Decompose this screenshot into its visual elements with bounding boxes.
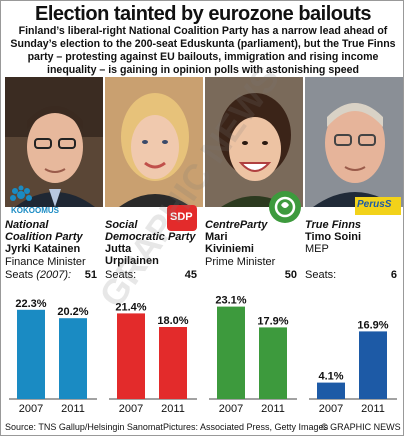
party-name-line1: Social bbox=[105, 219, 138, 231]
seats-label: Seats: bbox=[105, 269, 137, 281]
seats-value: 45 bbox=[184, 269, 197, 281]
party-name-line1: National bbox=[5, 219, 49, 231]
bar-chart: 22.3% 2007 20.2% 2011 21.4% 2007 18.0% 2011 23.1… bbox=[9, 295, 397, 415]
chart-bar bbox=[359, 331, 387, 399]
pictures-credit: Pictures: Associated Press, Getty Images bbox=[163, 422, 329, 432]
chart-bar bbox=[259, 327, 287, 399]
seats-value: 50 bbox=[284, 269, 297, 281]
role-kiviniemi: Prime Minister bbox=[205, 256, 276, 268]
chart-bar bbox=[17, 309, 45, 399]
page-title: Election tainted by eurozone bailouts bbox=[35, 3, 371, 25]
chart-bar bbox=[159, 327, 187, 399]
chart-data-label: 23.1% bbox=[215, 295, 246, 307]
chart-category-label: 2007 bbox=[319, 403, 343, 415]
kokoomus-logo: KOKOOMUS bbox=[7, 185, 77, 215]
seats-label: Seats: bbox=[305, 269, 337, 281]
role-katainen: Finance Minister bbox=[5, 256, 86, 268]
sdp-logo: SDP bbox=[167, 205, 197, 231]
party-name-line2: Democratic Party bbox=[105, 231, 196, 243]
party-name-line2: Coalition Party bbox=[5, 231, 83, 243]
party-name-sdp: Social Democratic Party bbox=[105, 219, 196, 243]
party-name-centre: CentreParty bbox=[205, 219, 268, 231]
sdp-logo-text: SDP bbox=[170, 211, 193, 223]
kokoomus-logo-text: KOKOOMUS bbox=[11, 206, 59, 215]
graphic-news-credit: © GRAPHIC NEWS bbox=[321, 422, 401, 432]
portrait-soini bbox=[305, 77, 403, 207]
seats-year: (2007): bbox=[36, 269, 72, 281]
leader-urpilainen-surname: Urpilainen bbox=[105, 255, 159, 267]
leader-kiviniemi-first: Mari bbox=[205, 231, 228, 243]
chart-category-label: 2007 bbox=[119, 403, 143, 415]
leader-urpilainen: Jutta bbox=[105, 243, 132, 255]
chart-category-label: 2007 bbox=[219, 403, 243, 415]
true-finns-logo: PerusS bbox=[355, 197, 401, 215]
leader-kiviniemi: Kiviniemi bbox=[205, 243, 254, 255]
chart-bar bbox=[117, 313, 145, 399]
chart-category-label: 2011 bbox=[361, 403, 385, 415]
centre-party-logo bbox=[269, 191, 301, 223]
chart-bar bbox=[59, 318, 87, 399]
chart-data-label: 16.9% bbox=[357, 319, 388, 331]
chart-category-label: 2011 bbox=[161, 403, 185, 415]
intro-text: Finland’s liberal-right National Coaliti… bbox=[10, 25, 396, 76]
seats-label: Seats bbox=[5, 269, 34, 281]
chart-data-label: 18.0% bbox=[157, 315, 188, 327]
chart-data-label: 4.1% bbox=[318, 371, 343, 383]
true-finns-logo-text: PerusS bbox=[357, 199, 392, 210]
source-credit: Source: TNS Gallup/Helsingin Sanomat bbox=[5, 422, 163, 432]
chart-bar bbox=[317, 382, 345, 399]
party-name-true-finns: True Finns bbox=[305, 219, 362, 231]
portrait-urpilainen bbox=[105, 77, 203, 207]
leader-soini: Timo Soini bbox=[305, 231, 362, 243]
seats-value: 51 bbox=[84, 269, 97, 281]
party-name-ncp: National Coalition Party bbox=[5, 219, 83, 243]
chart-data-label: 17.9% bbox=[257, 315, 288, 327]
seats-value: 6 bbox=[390, 269, 397, 281]
chart-category-label: 2011 bbox=[61, 403, 85, 415]
portrait-katainen bbox=[5, 77, 103, 207]
leader-katainen: Jyrki Katainen bbox=[5, 243, 81, 255]
chart-data-label: 22.3% bbox=[15, 298, 46, 310]
chart-category-label: 2011 bbox=[261, 403, 285, 415]
chart-data-label: 21.4% bbox=[115, 301, 146, 313]
role-soini: MEP bbox=[305, 243, 329, 255]
chart-category-label: 2007 bbox=[19, 403, 43, 415]
chart-bar bbox=[217, 306, 245, 399]
chart-data-label: 20.2% bbox=[57, 306, 88, 318]
